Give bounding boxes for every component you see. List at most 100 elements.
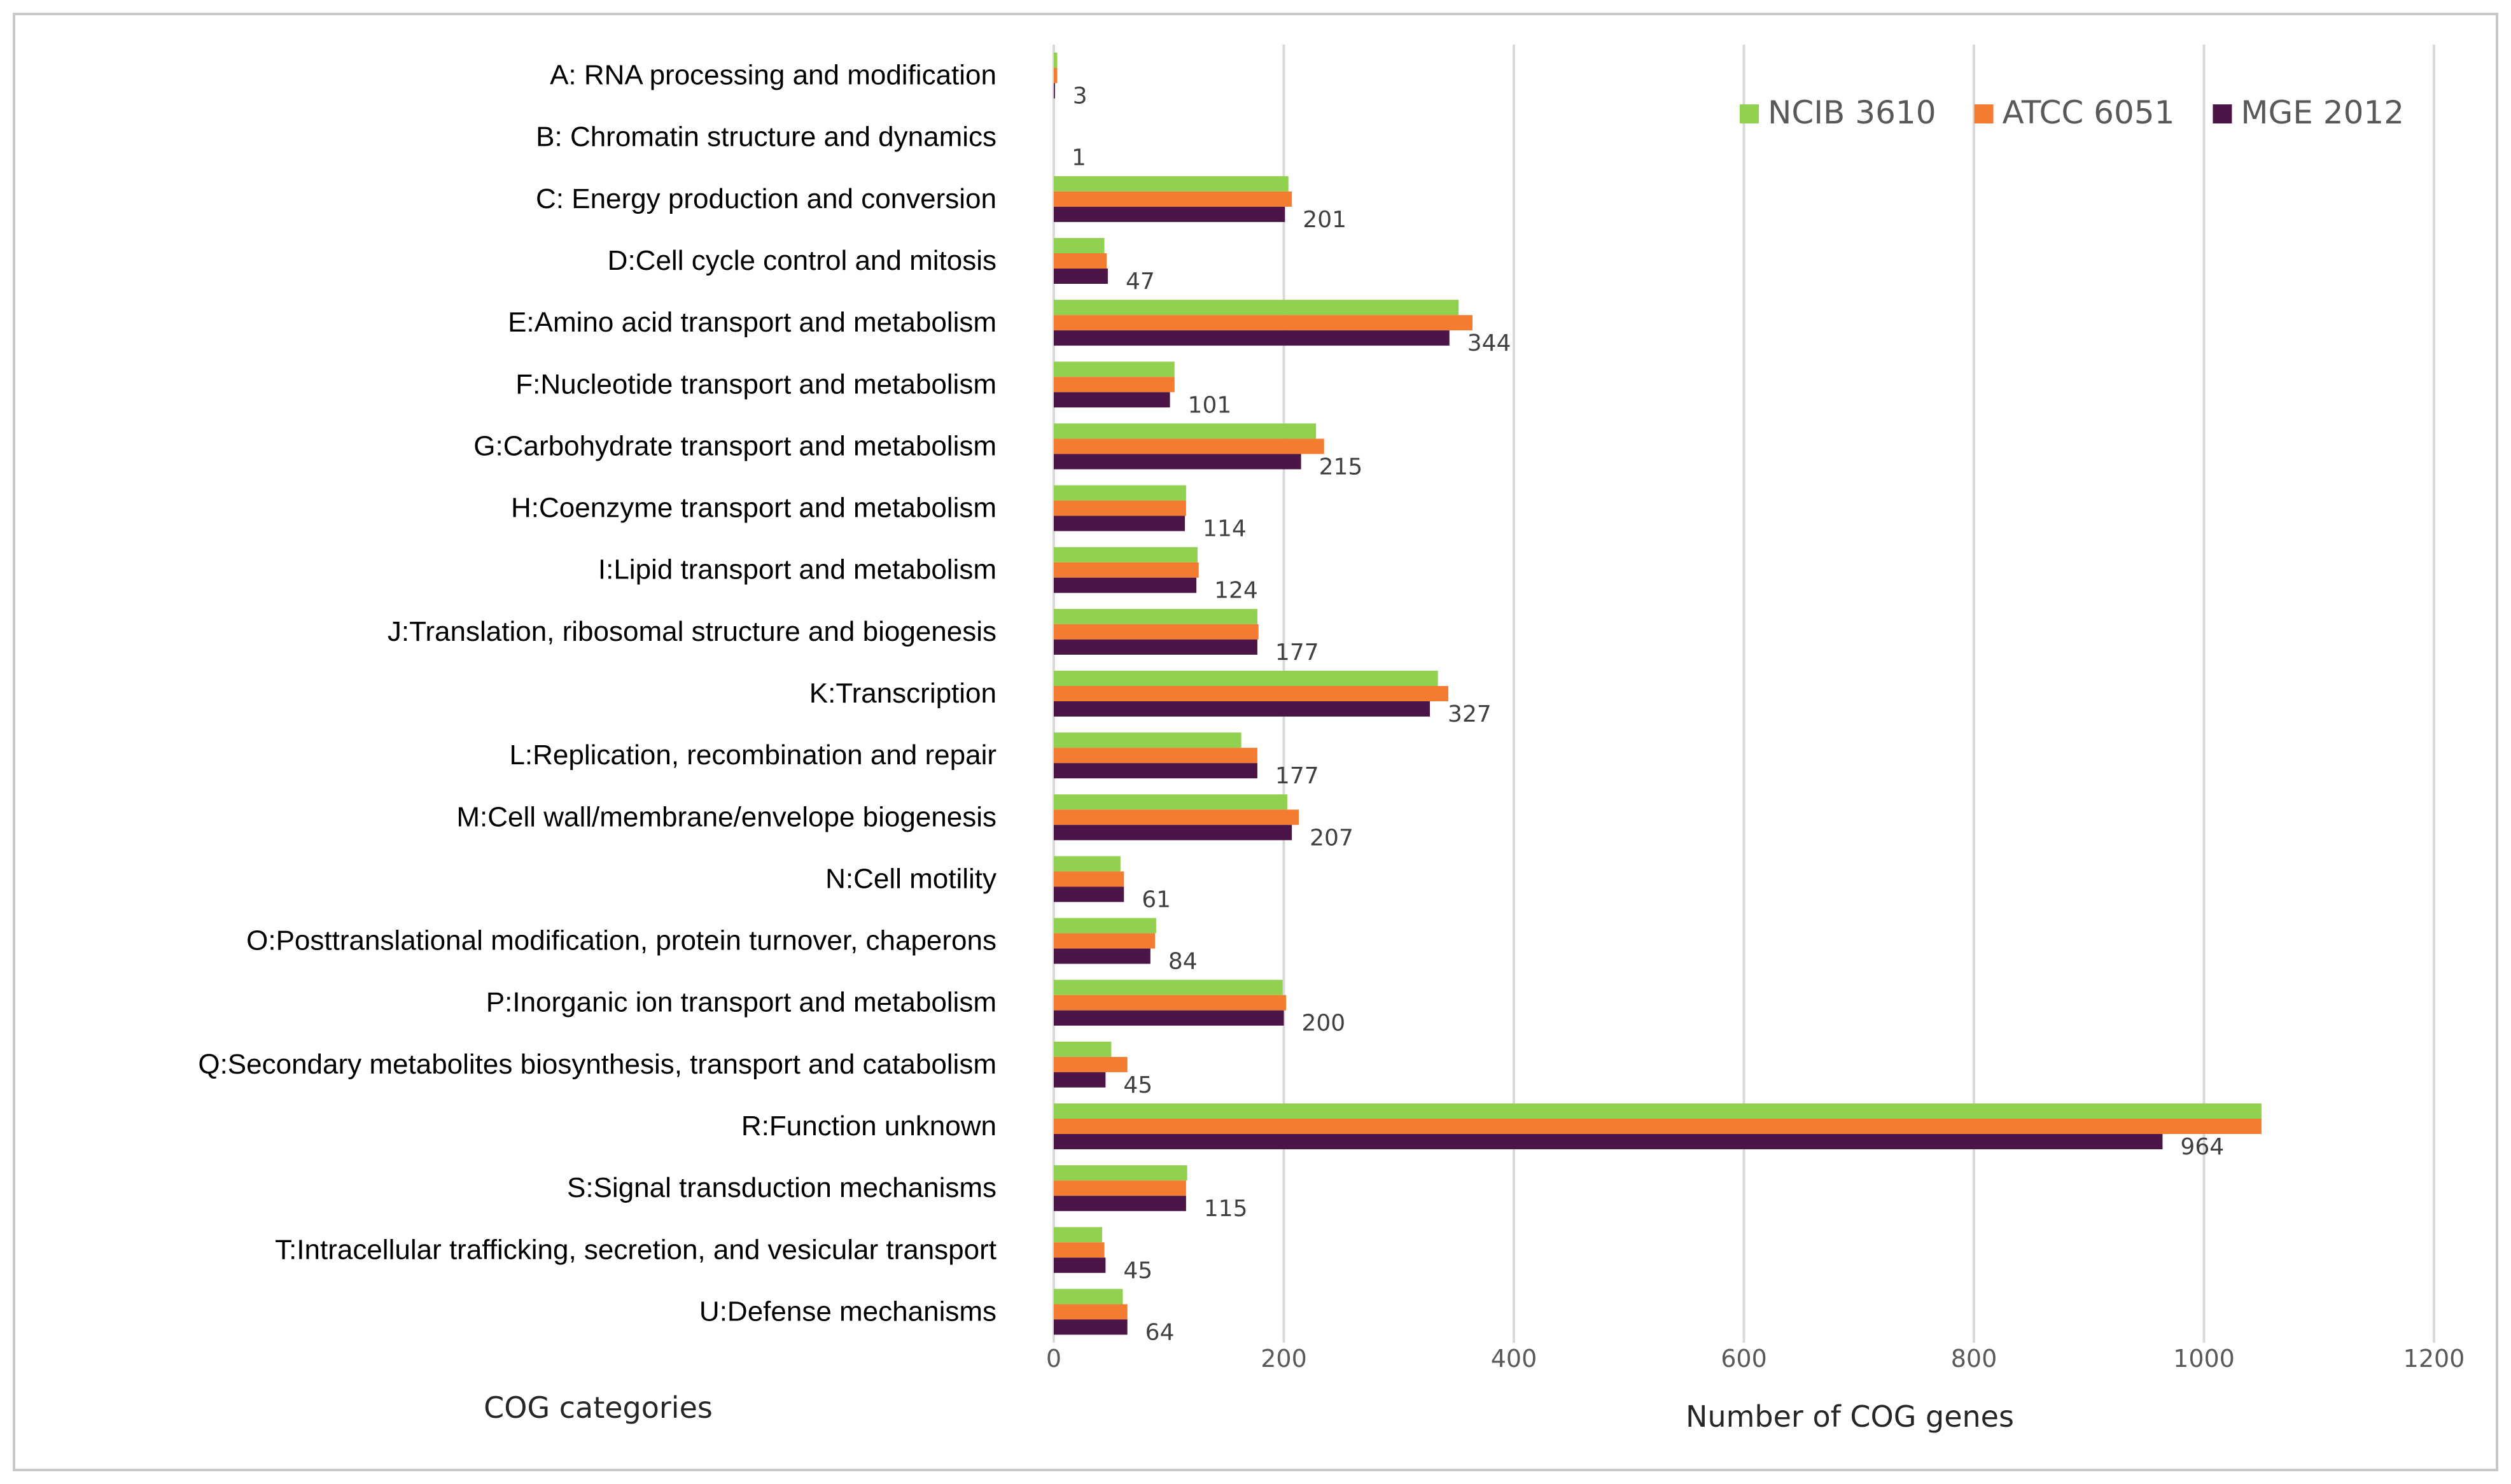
category-label: R:Function unknown [741, 1110, 997, 1142]
category-labels: A: RNA processing and modification B: Chr… [198, 60, 997, 1327]
legend: NCIB 3610 ATCC 6051 MGE 2012 [1740, 94, 2404, 131]
data-label: 3 [1073, 83, 1088, 109]
category-label: S:Signal transduction mechanisms [567, 1172, 997, 1203]
category-label: F:Nucleotide transport and metabolism [515, 368, 997, 400]
category-label: P:Inorganic ion transport and metabolism [486, 987, 997, 1018]
bar-mge-2012 [1054, 948, 1151, 964]
data-label: 177 [1275, 640, 1319, 666]
bar-ncib-3610 [1054, 176, 1289, 192]
bar-mge-2012 [1054, 1010, 1284, 1026]
legend-label: NCIB 3610 [1768, 94, 1936, 131]
x-axis-title: Number of COG genes [1686, 1399, 2014, 1434]
category-label: U:Defense mechanisms [699, 1296, 997, 1327]
y-axis-title: COG categories [484, 1390, 713, 1425]
bar-mge-2012 [1054, 701, 1430, 717]
bar-atcc-6051 [1054, 500, 1186, 516]
legend-swatch [1974, 104, 1994, 123]
data-label: 964 [2180, 1134, 2224, 1160]
bar-ncib-3610 [1054, 608, 1257, 624]
category-label: O:Posttranslational modification, protei… [246, 925, 997, 956]
data-label: 64 [1145, 1319, 1175, 1345]
legend-swatch [1740, 104, 1759, 123]
data-label: 201 [1303, 207, 1346, 233]
bar-mge-2012 [1054, 330, 1450, 346]
bar-ncib-3610 [1054, 856, 1121, 872]
category-label: K:Transcription [809, 678, 997, 709]
bar-mge-2012 [1054, 206, 1285, 222]
bar-atcc-6051 [1054, 995, 1287, 1011]
bar-atcc-6051 [1054, 1119, 2262, 1134]
x-tick-label: 400 [1491, 1345, 1537, 1373]
data-label: 115 [1204, 1196, 1248, 1222]
bar-ncib-3610 [1054, 1103, 2262, 1119]
bar-mge-2012 [1054, 763, 1257, 779]
bar-atcc-6051 [1054, 624, 1259, 640]
bar-ncib-3610 [1054, 1289, 1123, 1305]
data-label: 207 [1310, 825, 1353, 851]
bar-atcc-6051 [1054, 809, 1299, 825]
bar-atcc-6051 [1054, 315, 1472, 331]
legend-swatch [2213, 104, 2232, 123]
data-label: 215 [1319, 454, 1363, 480]
data-label: 124 [1214, 578, 1258, 604]
bar-atcc-6051 [1054, 1304, 1128, 1320]
x-tick-label: 600 [1721, 1345, 1767, 1373]
x-tick-label: 1200 [2403, 1345, 2465, 1373]
category-label: J:Translation, ribosomal structure and b… [388, 616, 997, 647]
x-tick-label: 1000 [2173, 1345, 2235, 1373]
category-label: N:Cell motility [825, 863, 997, 894]
bar-mge-2012 [1054, 1319, 1128, 1335]
bar-mge-2012 [1054, 454, 1301, 470]
bar-atcc-6051 [1054, 438, 1324, 454]
legend-label: ATCC 6051 [2003, 94, 2175, 131]
x-tick-label: 200 [1261, 1345, 1307, 1373]
bar-atcc-6051 [1054, 562, 1199, 578]
data-label: 101 [1188, 392, 1232, 418]
bar-atcc-6051 [1054, 377, 1175, 393]
data-label: 200 [1302, 1011, 1346, 1037]
bar-mge-2012 [1054, 825, 1292, 841]
category-label: M:Cell wall/membrane/envelope biogenesis [456, 801, 997, 832]
bar-mge-2012 [1054, 1134, 2163, 1149]
bar-mge-2012 [1054, 1072, 1106, 1088]
data-label: 1 [1072, 145, 1086, 171]
bar-ncib-3610 [1054, 732, 1242, 748]
bar-mge-2012 [1054, 1196, 1186, 1212]
bar-ncib-3610 [1054, 547, 1198, 563]
data-label: 45 [1123, 1072, 1152, 1098]
bars [1054, 52, 2262, 1335]
category-label: T:Intracellular trafficking, secretion, … [275, 1234, 997, 1265]
bar-atcc-6051 [1054, 67, 1058, 83]
data-label: 84 [1168, 949, 1198, 975]
data-label: 327 [1448, 701, 1492, 727]
bar-atcc-6051 [1054, 748, 1257, 764]
data-label: 114 [1203, 516, 1247, 542]
data-labels: 3 1 201 47 344 101 215 114 124 177 327 177 207 61 84 20… [1072, 83, 2224, 1346]
chart-frame [13, 13, 2498, 1471]
category-label: C: Energy production and conversion [536, 183, 997, 214]
category-label: H:Coenzyme transport and metabolism [511, 493, 997, 524]
bar-atcc-6051 [1054, 871, 1124, 887]
bar-mge-2012 [1054, 83, 1055, 99]
x-tick-label: 0 [1046, 1345, 1061, 1373]
data-label: 61 [1142, 886, 1171, 913]
bar-ncib-3610 [1054, 979, 1283, 995]
bar-mge-2012 [1054, 1257, 1106, 1273]
bar-mge-2012 [1054, 639, 1257, 655]
bar-atcc-6051 [1054, 1056, 1128, 1072]
category-label: Q:Secondary metabolites biosynthesis, tr… [198, 1049, 997, 1080]
bar-mge-2012 [1054, 515, 1186, 531]
bar-ncib-3610 [1054, 300, 1459, 316]
bar-ncib-3610 [1054, 485, 1186, 501]
bar-mge-2012 [1054, 269, 1108, 284]
category-label: G:Carbohydrate transport and metabolism [473, 430, 997, 461]
data-label: 344 [1467, 330, 1511, 356]
bar-ncib-3610 [1054, 1165, 1187, 1181]
bar-mge-2012 [1054, 577, 1197, 593]
bar-ncib-3610 [1054, 794, 1287, 810]
data-label: 47 [1126, 269, 1155, 295]
bar-atcc-6051 [1054, 686, 1448, 701]
category-label: D:Cell cycle control and mitosis [608, 245, 997, 276]
data-label: 177 [1275, 763, 1319, 789]
